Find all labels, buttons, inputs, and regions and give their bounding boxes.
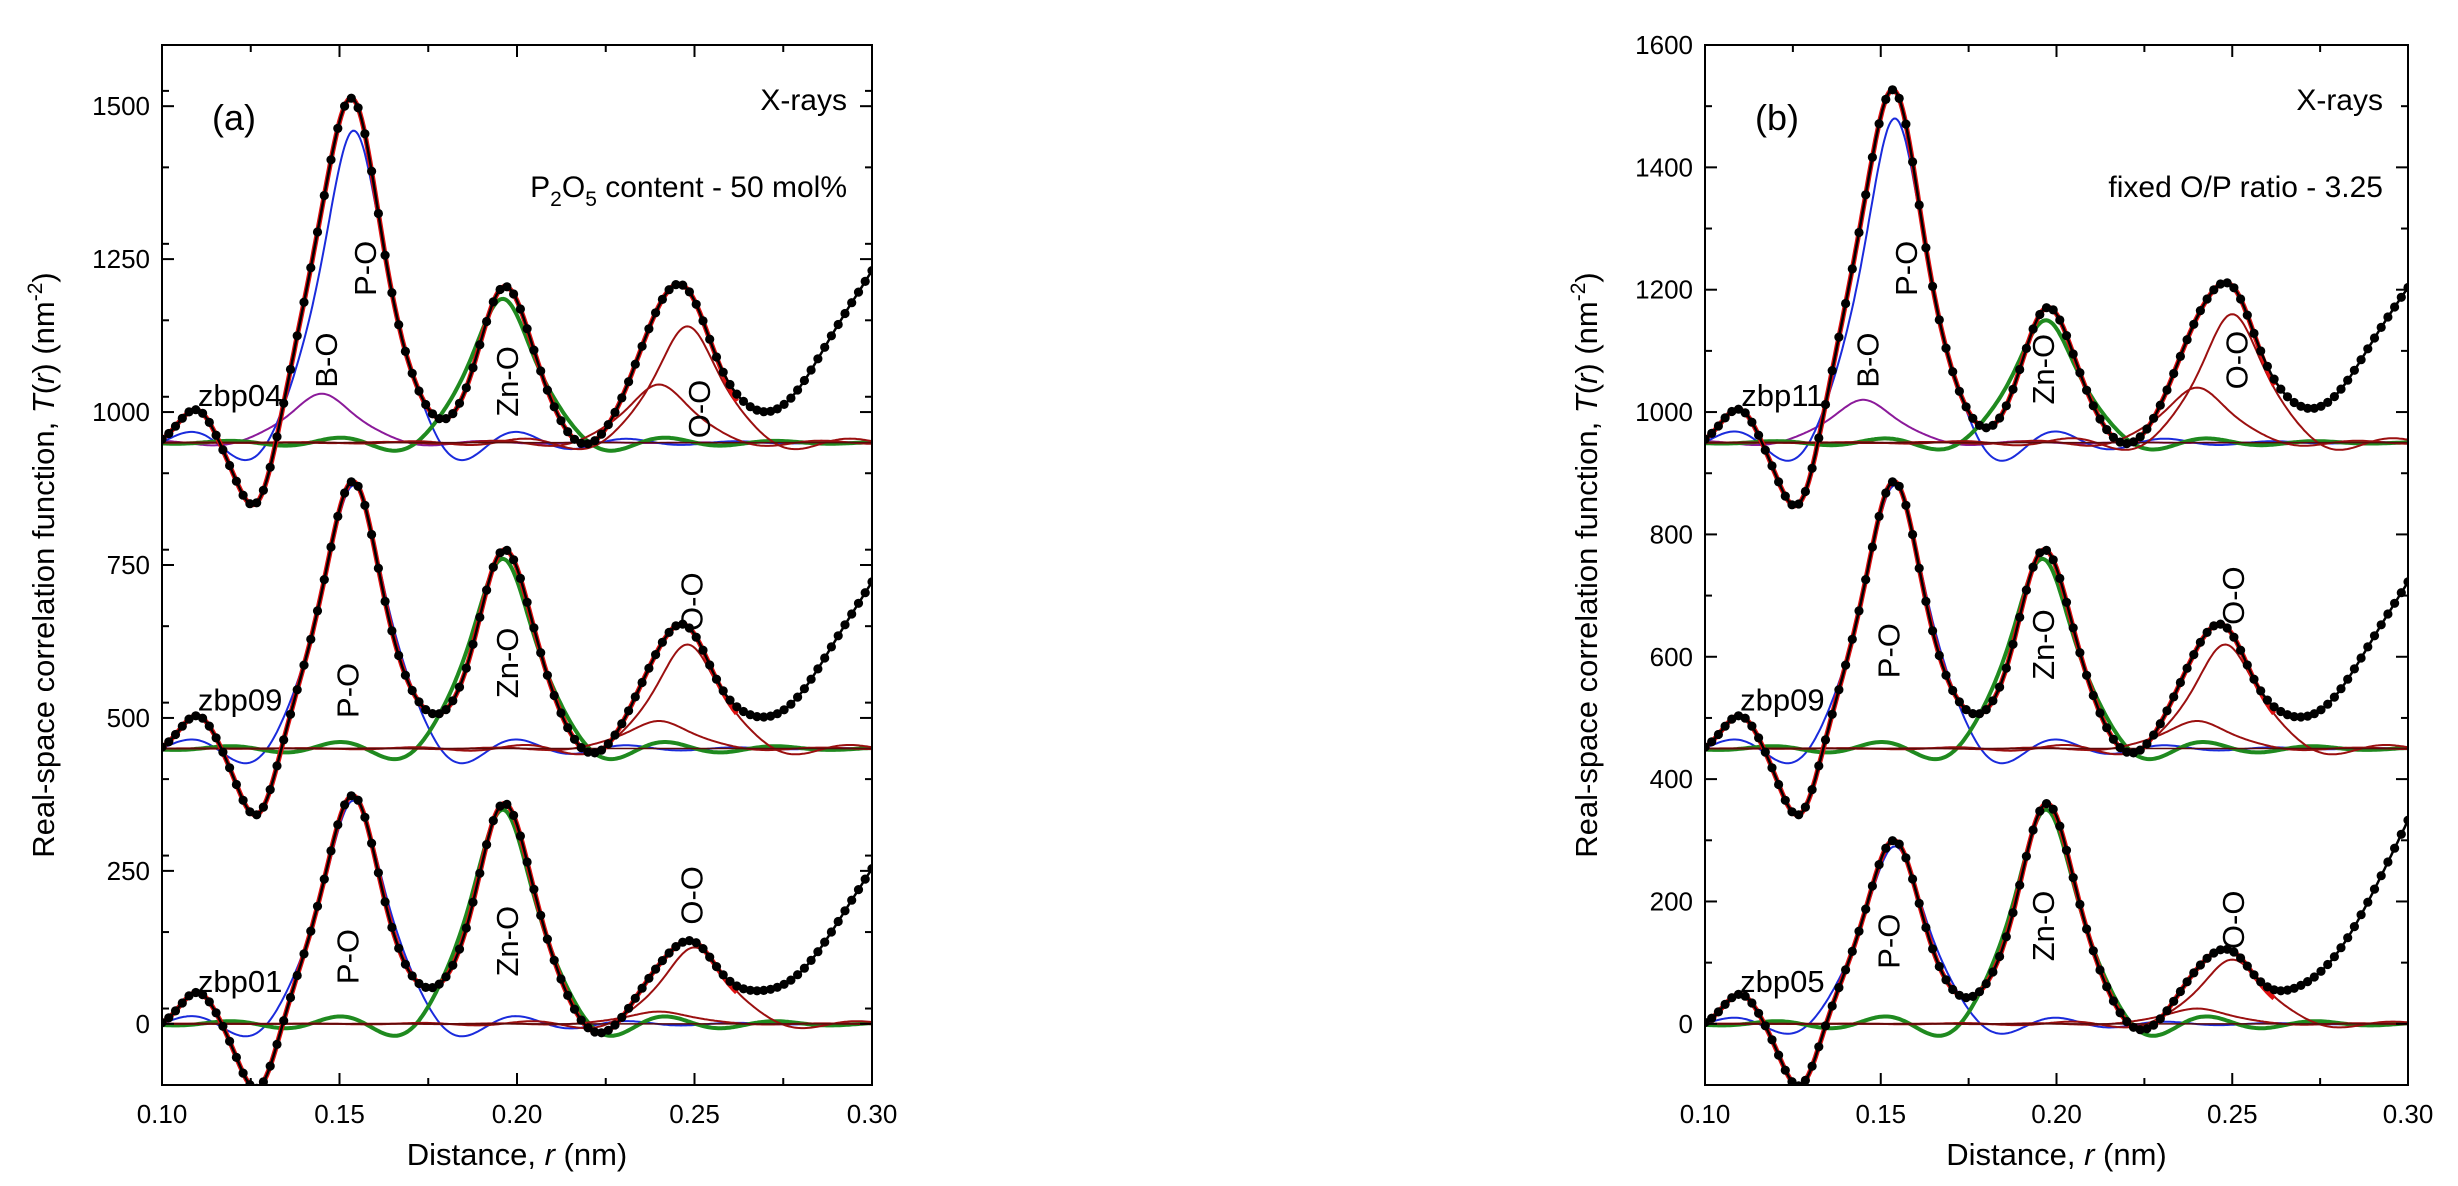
panel-label: (b) bbox=[1755, 97, 1799, 138]
experimental-line bbox=[1705, 480, 2408, 817]
sample-zbp04 bbox=[162, 93, 872, 509]
x-axis-label: Distance, r (nm) bbox=[1946, 1137, 2167, 1172]
peak-label: P-O bbox=[1871, 914, 1906, 969]
x-tick-label: 0.10 bbox=[137, 1099, 188, 1129]
peak-label: P-O bbox=[330, 663, 365, 718]
x-tick-label: 0.15 bbox=[314, 1099, 365, 1129]
y-tick-label: 1000 bbox=[92, 397, 150, 427]
annotation-source: X-rays bbox=[2296, 84, 2383, 117]
x-tick-label: 0.20 bbox=[2031, 1099, 2082, 1129]
x-tick-label: 0.30 bbox=[2383, 1099, 2434, 1129]
annotation-composition: fixed O/P ratio - 3.25 bbox=[2108, 171, 2383, 204]
peak-label: Zn-O bbox=[2026, 891, 2061, 962]
peak-label: O-O bbox=[2219, 331, 2254, 390]
sample-label: zbp04 bbox=[198, 378, 282, 413]
y-tick-label: 250 bbox=[107, 856, 150, 886]
sample-zbp05 bbox=[1705, 799, 2408, 1085]
y-tick-label: 400 bbox=[1650, 764, 1693, 794]
sample-label: zbp09 bbox=[198, 683, 282, 718]
sample-zbp09 bbox=[1705, 477, 2408, 820]
y-tick-label: 600 bbox=[1650, 642, 1693, 672]
y-tick-label: 200 bbox=[1650, 886, 1693, 916]
peak-label: B-O bbox=[309, 332, 344, 387]
peak-label: P-O bbox=[330, 929, 365, 984]
peak-label: O-O bbox=[675, 572, 710, 631]
peak-label: O-O bbox=[2216, 891, 2251, 950]
sample-label: zbp09 bbox=[1740, 683, 1824, 718]
plot-area bbox=[162, 93, 872, 1085]
experimental-data bbox=[1705, 799, 2408, 1085]
y-tick-label: 1000 bbox=[1635, 397, 1693, 427]
experimental-data bbox=[1705, 477, 2408, 820]
y-axis-label: Real-space correlation function, T(r) (n… bbox=[24, 272, 61, 858]
y-axis-label: Real-space correlation function, T(r) (n… bbox=[1567, 272, 1604, 858]
peak-label: P-O bbox=[1871, 623, 1906, 678]
sample-zbp01 bbox=[162, 791, 872, 1085]
sample-zbp11 bbox=[1705, 85, 2408, 510]
plot-area bbox=[1705, 85, 2408, 1085]
x-tick-label: 0.25 bbox=[2207, 1099, 2258, 1129]
peak-label: O-O bbox=[675, 866, 710, 925]
sample-label: zbp01 bbox=[198, 964, 282, 999]
peak-label: Zn-O bbox=[2026, 609, 2061, 680]
x-tick-label: 0.15 bbox=[1855, 1099, 1906, 1129]
peak-label: B-O bbox=[1850, 332, 1885, 387]
y-tick-label: 1250 bbox=[92, 244, 150, 274]
peak-label: O-O bbox=[682, 380, 717, 439]
experimental-data bbox=[162, 791, 872, 1085]
total-fit-line bbox=[1705, 801, 2276, 1085]
y-tick-label: 1500 bbox=[92, 91, 150, 121]
experimental-line bbox=[162, 794, 872, 1085]
peak-label: Zn-O bbox=[2026, 334, 2061, 405]
y-tick-label: 1400 bbox=[1635, 152, 1693, 182]
x-tick-label: 0.10 bbox=[1680, 1099, 1731, 1129]
experimental-data bbox=[162, 477, 872, 820]
peak-label: O-O bbox=[2216, 566, 2251, 625]
y-tick-label: 0 bbox=[136, 1009, 150, 1039]
peak-label: P-O bbox=[1889, 241, 1924, 296]
sample-label: zbp11 bbox=[1741, 378, 1823, 413]
experimental-line bbox=[162, 480, 872, 817]
sample-zbp09 bbox=[162, 477, 872, 820]
x-tick-label: 0.20 bbox=[492, 1099, 543, 1129]
chart-panel-b: 0.10 0.15 0.20 0.25 0.30 0 200 400 600 800 1000 120… bbox=[1567, 30, 2433, 1172]
y-tick-label: 500 bbox=[107, 703, 150, 733]
panel-label: (a) bbox=[212, 97, 256, 138]
y-tick-label: 1200 bbox=[1635, 275, 1693, 305]
total-fit-line bbox=[162, 478, 739, 818]
peak-label: Zn-O bbox=[490, 628, 525, 699]
annotation-source: X-rays bbox=[760, 84, 847, 117]
y-tick-label: 0 bbox=[1679, 1009, 1693, 1039]
peak-label: Zn-O bbox=[490, 346, 525, 417]
experimental-line bbox=[1705, 802, 2408, 1085]
sample-label: zbp05 bbox=[1740, 964, 1824, 999]
y-tick-label: 1600 bbox=[1635, 30, 1693, 60]
total-fit-line bbox=[1705, 478, 2277, 818]
chart-panel-a: 0.10 0.15 0.20 0.25 0.30 0 250 500 750 1000 1250 15… bbox=[24, 44, 898, 1172]
peak-label: Zn-O bbox=[490, 906, 525, 977]
experimental-line bbox=[162, 96, 872, 506]
x-tick-label: 0.25 bbox=[669, 1099, 720, 1129]
component-p-o-line bbox=[162, 484, 872, 765]
experimental-data bbox=[1705, 85, 2408, 510]
total-fit-line bbox=[162, 793, 739, 1085]
y-tick-label: 800 bbox=[1650, 519, 1693, 549]
annotation-composition: P2O5 content - 50 mol% bbox=[530, 171, 847, 211]
peak-label: P-O bbox=[348, 241, 383, 296]
x-axis-label: Distance, r (nm) bbox=[407, 1137, 628, 1172]
x-tick-label: 0.30 bbox=[847, 1099, 898, 1129]
y-tick-label: 750 bbox=[107, 550, 150, 580]
experimental-line bbox=[1705, 88, 2408, 508]
experimental-data bbox=[162, 93, 872, 509]
